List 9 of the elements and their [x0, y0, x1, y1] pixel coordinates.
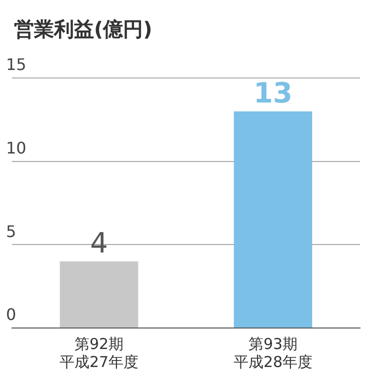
- x-tick-label: 第93期平成28年度: [233, 334, 313, 371]
- data-label: 13: [254, 76, 292, 110]
- x-tick-label: 第92期平成27年度: [59, 334, 139, 371]
- y-tick-label: 10: [6, 138, 26, 158]
- data-label: 4: [90, 226, 108, 260]
- y-tick-label: 0: [6, 305, 16, 324]
- y-tick-label: 5: [6, 222, 16, 241]
- chart-title: 営業利益(億円): [14, 16, 152, 43]
- y-tick-label: 15: [6, 55, 26, 74]
